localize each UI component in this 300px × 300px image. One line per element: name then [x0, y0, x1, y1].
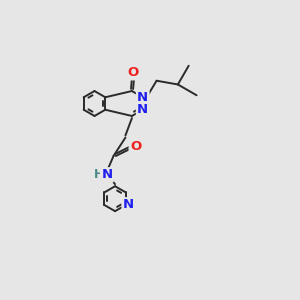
Text: N: N	[123, 198, 134, 212]
Text: N: N	[101, 168, 112, 182]
Text: O: O	[130, 140, 141, 153]
Text: N: N	[137, 91, 148, 104]
Text: O: O	[128, 66, 139, 79]
Text: N: N	[137, 103, 148, 116]
Text: H: H	[94, 168, 104, 181]
